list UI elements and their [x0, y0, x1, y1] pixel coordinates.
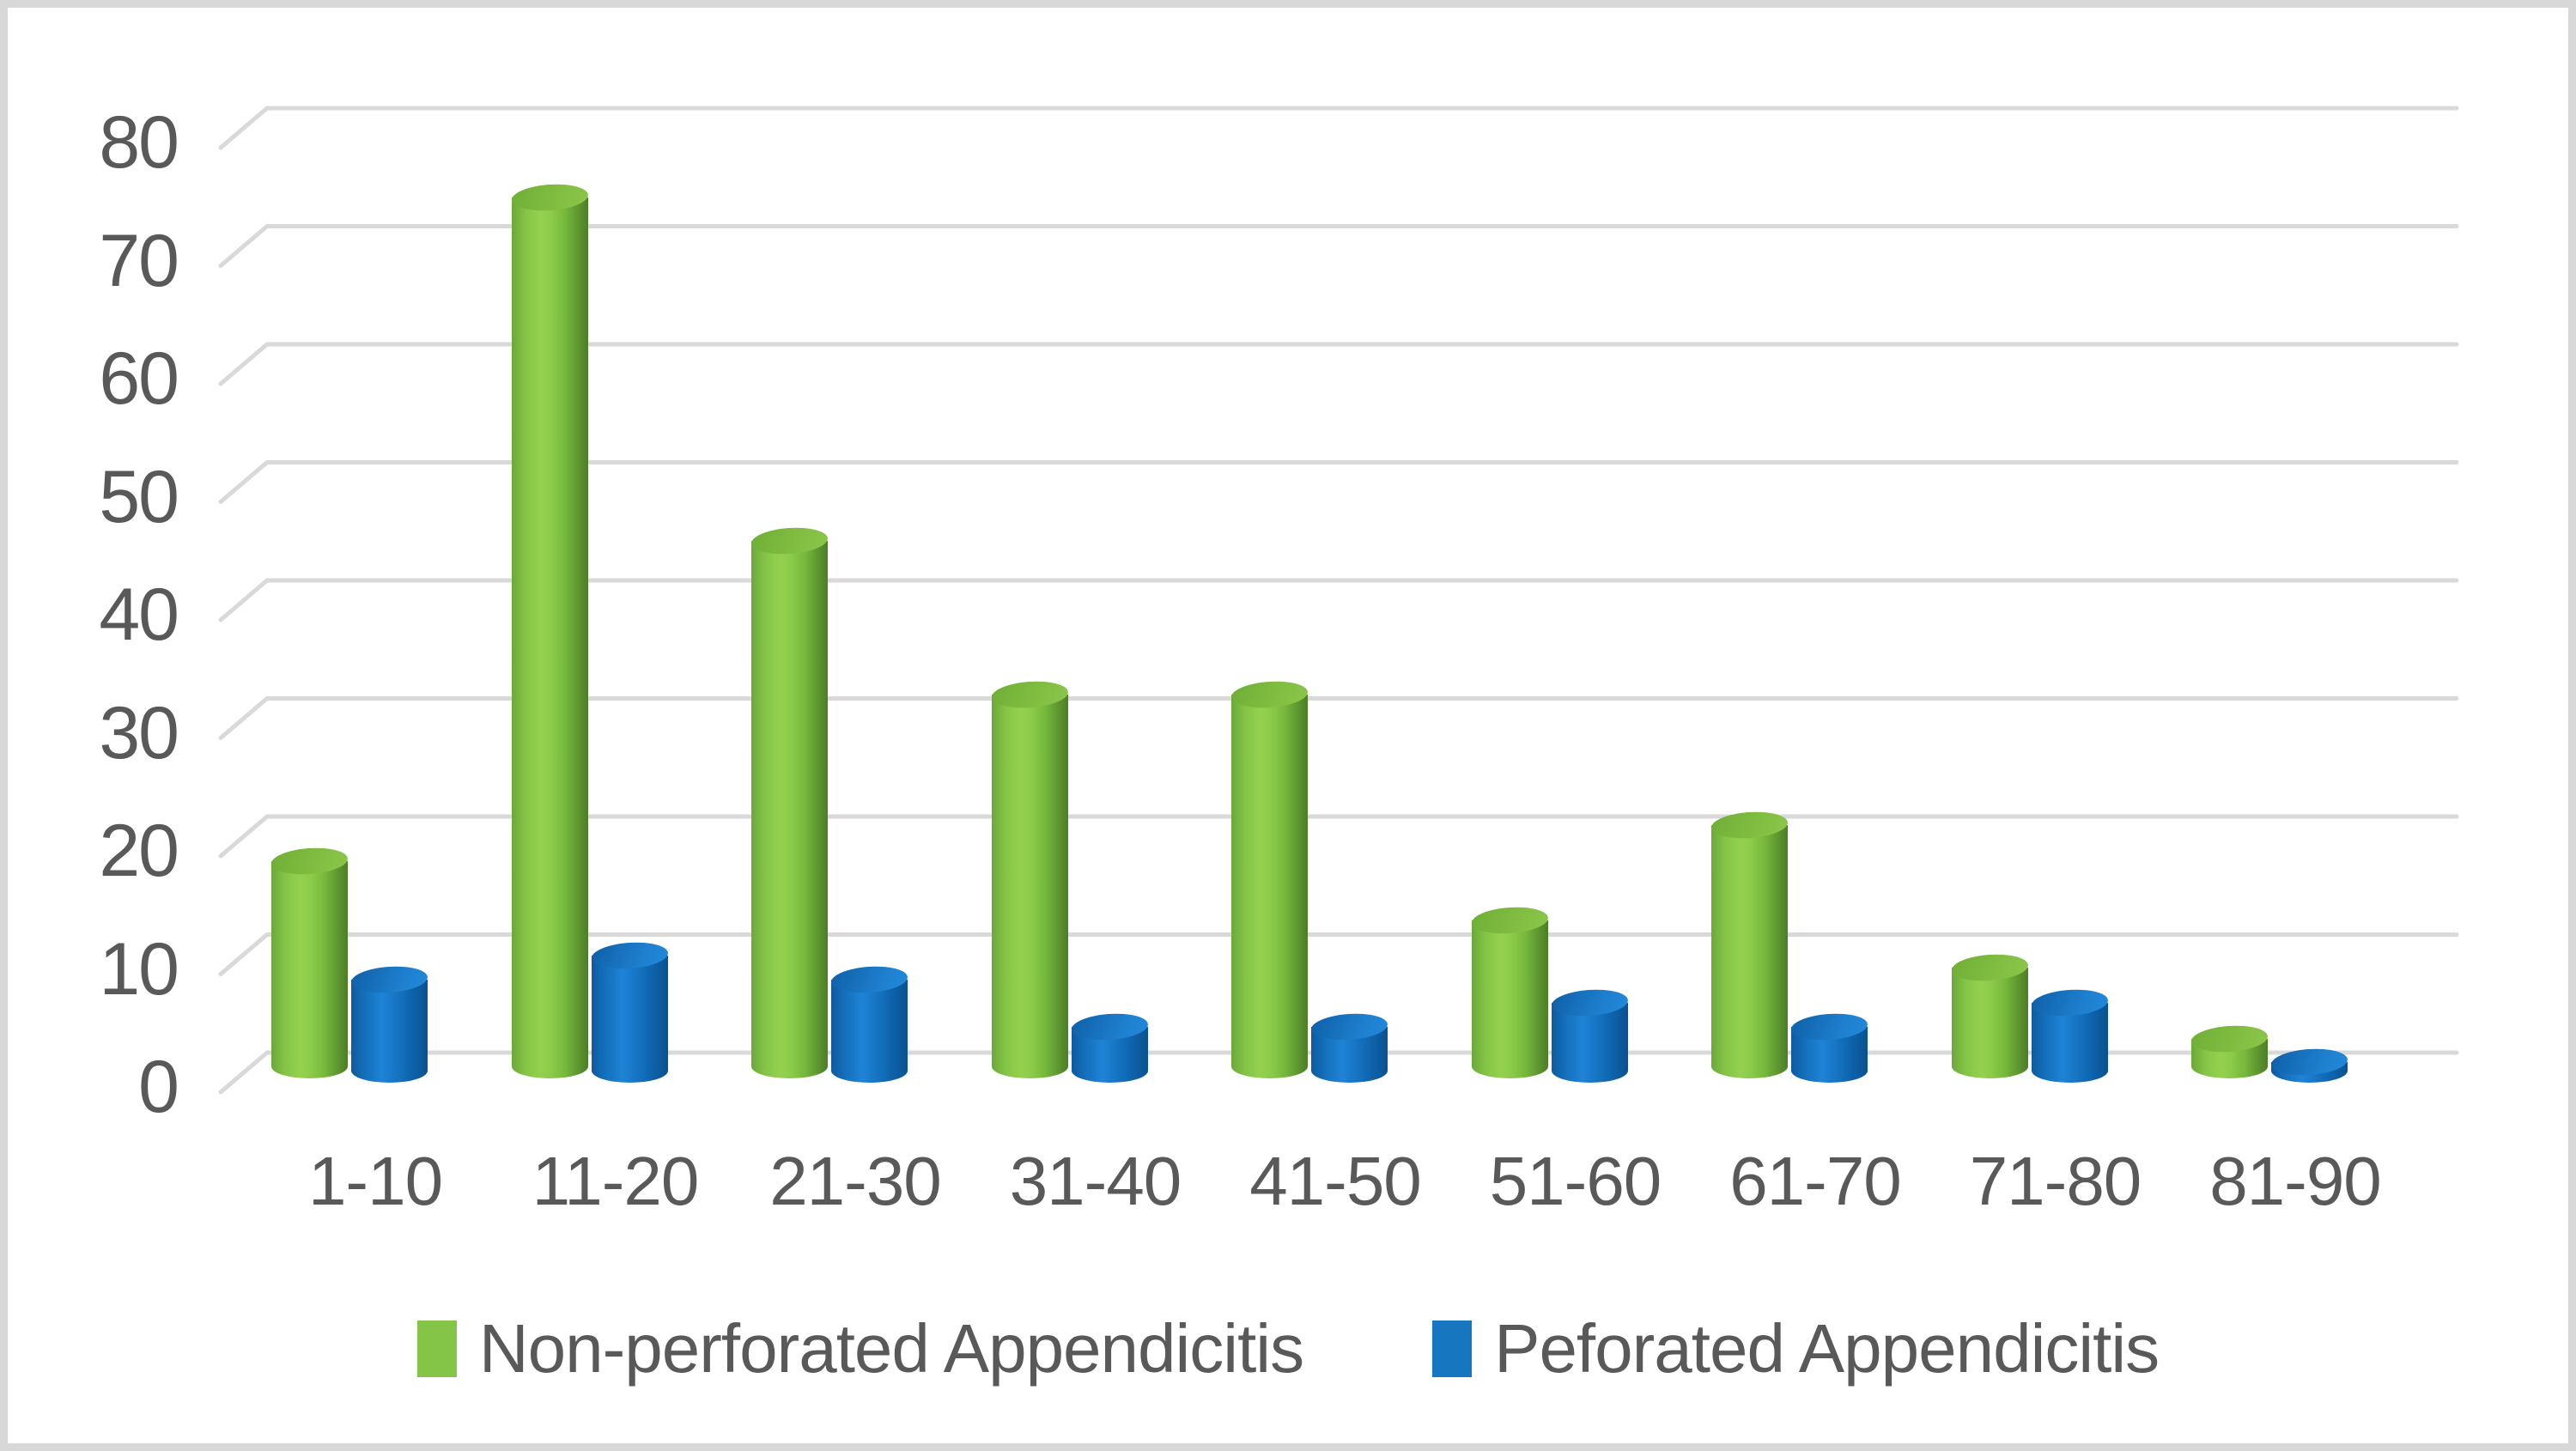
legend-swatch-green: [416, 1320, 457, 1377]
legend-swatch-blue: [1432, 1320, 1473, 1377]
x-axis-category-label: 51-60: [1489, 1143, 1662, 1219]
gridline: [218, 342, 2459, 386]
bar-perforated-21-30: [830, 963, 908, 1083]
cylinder-body: [2031, 1003, 2108, 1083]
y-axis-tick-label: 30: [99, 691, 179, 774]
bar-non-perforated-51-60: [1470, 904, 1549, 1078]
legend-label: Non-perforated Appendicitis: [478, 1310, 1304, 1387]
y-axis-tick-label: 10: [99, 927, 179, 1011]
x-axis-category-label: 11-20: [532, 1143, 700, 1219]
bar-perforated-1-10: [350, 963, 428, 1083]
y-axis-tick-label: 60: [99, 337, 179, 420]
bar-perforated-41-50: [1310, 1011, 1388, 1083]
legend: Non-perforated Appendicitis Peforated App…: [8, 1306, 2568, 1392]
plot-area: 0 10 20 30 40 50 60 70 80 1-10 11-20 21-30 31-40 41-5…: [8, 8, 2568, 1443]
cylinder-body: [751, 541, 828, 1078]
x-axis-category-label: 41-50: [1249, 1143, 1422, 1219]
bar-non-perforated-1-10: [270, 845, 349, 1078]
x-axis-category-label: 31-40: [1009, 1143, 1182, 1219]
bar-perforated-71-80: [2030, 987, 2109, 1083]
y-axis-tick-label: 20: [99, 810, 179, 892]
gridline: [218, 460, 2459, 504]
x-axis-category-label: 61-70: [1729, 1143, 1902, 1219]
gridline: [218, 106, 2459, 150]
legend-item: Peforated Appendicitis: [1432, 1309, 2160, 1388]
bar-non-perforated-21-30: [750, 525, 829, 1078]
cylinder-body: [511, 197, 588, 1078]
cylinder-body: [1551, 1003, 1628, 1083]
cylinder-body: [1471, 920, 1548, 1078]
bar-perforated-31-40: [1070, 1011, 1149, 1083]
x-axis-category-label: 1-10: [307, 1143, 443, 1219]
y-axis-tick-label: 50: [99, 455, 179, 538]
cylinder-body: [351, 979, 428, 1083]
gridline: [218, 578, 2459, 622]
gridline: [218, 224, 2459, 268]
y-axis-tick-label: 70: [99, 219, 179, 302]
cylinder-body: [1711, 825, 1788, 1078]
x-axis-category-label: 71-80: [1969, 1143, 2142, 1219]
gridlines-layer: [218, 106, 2459, 1095]
y-axis-tick-label: 80: [99, 101, 179, 184]
cylinder-body: [831, 979, 908, 1083]
bar-perforated-11-20: [590, 939, 669, 1083]
y-axis-tick-label: 40: [99, 574, 179, 656]
cylinder-body: [1951, 967, 2028, 1078]
bar-non-perforated-31-40: [990, 679, 1069, 1078]
bar-perforated-81-90: [2270, 1047, 2348, 1083]
bar-non-perforated-81-90: [2190, 1023, 2269, 1078]
bar-perforated-51-60: [1550, 987, 1629, 1083]
cylinder-body: [1231, 695, 1308, 1078]
bar-perforated-61-70: [1790, 1011, 1868, 1083]
cylinder-body: [591, 956, 668, 1083]
bar-non-perforated-11-20: [510, 181, 589, 1078]
cylinder-body: [271, 860, 348, 1078]
bar-non-perforated-41-50: [1230, 679, 1309, 1078]
legend-label: Peforated Appendicitis: [1494, 1310, 2160, 1387]
bar-non-perforated-61-70: [1710, 810, 1789, 1078]
y-axis-tick-label: 0: [138, 1046, 179, 1128]
bar-non-perforated-71-80: [1950, 951, 2029, 1078]
legend-item: Non-perforated Appendicitis: [416, 1309, 1304, 1388]
cylinder-body: [991, 695, 1068, 1078]
gridline: [218, 696, 2459, 740]
x-axis-category-label: 81-90: [2209, 1143, 2382, 1219]
x-axis-category-label: 21-30: [769, 1143, 942, 1219]
